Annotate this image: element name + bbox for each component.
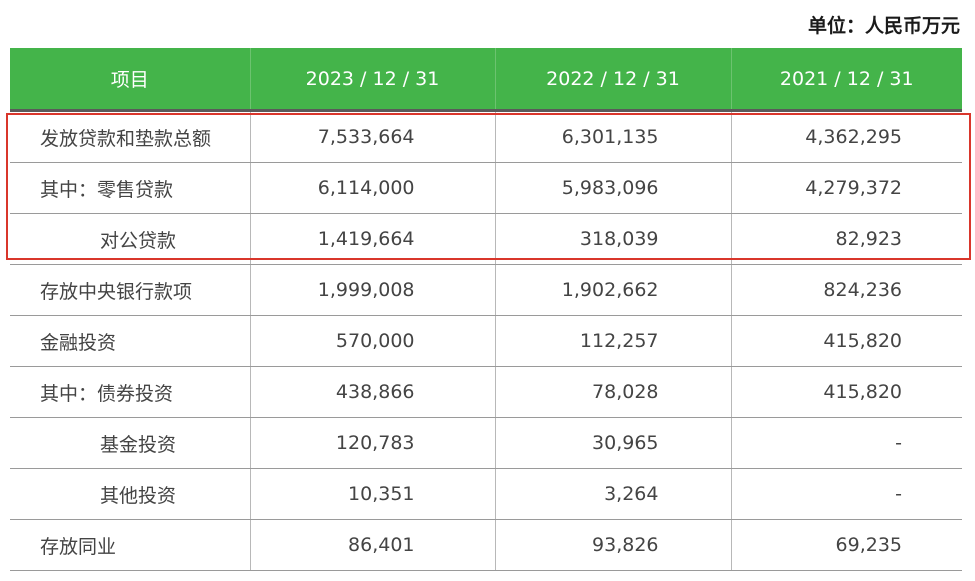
cell-2023: 570,000 [250, 315, 496, 367]
cell-2021: 69,235 [731, 519, 962, 571]
cell-2023: 120,783 [250, 417, 496, 469]
cell-2021: 415,820 [731, 315, 962, 367]
cell-2022: 30,965 [495, 417, 732, 469]
row-label: 其中：债券投资 [10, 366, 251, 418]
header-item: 项目 [10, 48, 251, 111]
table-row: 其中：零售贷款 6,114,000 5,983,096 4,279,372 [10, 162, 962, 214]
row-label: 金融投资 [10, 315, 251, 367]
row-label: 其中：零售贷款 [10, 162, 251, 214]
table-row: 存放同业 86,401 93,826 69,235 [10, 519, 962, 571]
cell-2022: 5,983,096 [495, 162, 732, 214]
cell-2023: 1,999,008 [250, 264, 496, 316]
cell-2022: 3,264 [495, 468, 732, 520]
cell-2023: 6,114,000 [250, 162, 496, 214]
table-row: 其他投资 10,351 3,264 - [10, 468, 962, 520]
cell-2022: 1,902,662 [495, 264, 732, 316]
cell-2021: 4,362,295 [731, 109, 962, 163]
row-label: 其他投资 [10, 468, 251, 520]
cell-2021: - [731, 468, 962, 520]
cell-2021: - [731, 417, 962, 469]
header-2022: 2022 / 12 / 31 [495, 48, 732, 111]
cell-2021: 82,923 [731, 213, 962, 265]
table-row: 金融投资 570,000 112,257 415,820 [10, 315, 962, 367]
balance-table: 项目 2023 / 12 / 31 2022 / 12 / 31 2021 / … [10, 48, 962, 571]
table-row: 其中：债券投资 438,866 78,028 415,820 [10, 366, 962, 418]
cell-2023: 7,533,664 [250, 109, 496, 163]
table-row: 基金投资 120,783 30,965 - [10, 417, 962, 469]
table-row: 存放中央银行款项 1,999,008 1,902,662 824,236 [10, 264, 962, 316]
table-header-row: 项目 2023 / 12 / 31 2022 / 12 / 31 2021 / … [10, 48, 962, 111]
cell-2023: 438,866 [250, 366, 496, 418]
cell-2022: 6,301,135 [495, 109, 732, 163]
row-label: 对公贷款 [10, 213, 251, 265]
cell-2023: 1,419,664 [250, 213, 496, 265]
row-label: 发放贷款和垫款总额 [10, 109, 251, 163]
cell-2023: 10,351 [250, 468, 496, 520]
cell-2022: 112,257 [495, 315, 732, 367]
cell-2023: 86,401 [250, 519, 496, 571]
cell-2021: 824,236 [731, 264, 962, 316]
cell-2021: 415,820 [731, 366, 962, 418]
cell-2022: 318,039 [495, 213, 732, 265]
row-label: 存放中央银行款项 [10, 264, 251, 316]
row-label: 基金投资 [10, 417, 251, 469]
unit-label: 单位：人民币万元 [807, 15, 960, 37]
cell-2022: 93,826 [495, 519, 732, 571]
cell-2022: 78,028 [495, 366, 732, 418]
cell-2021: 4,279,372 [731, 162, 962, 214]
header-2023: 2023 / 12 / 31 [250, 48, 496, 111]
table-row: 对公贷款 1,419,664 318,039 82,923 [10, 213, 962, 265]
row-label: 存放同业 [10, 519, 251, 571]
header-2021: 2021 / 12 / 31 [731, 48, 962, 111]
table-row: 发放贷款和垫款总额 7,533,664 6,301,135 4,362,295 [10, 109, 962, 163]
